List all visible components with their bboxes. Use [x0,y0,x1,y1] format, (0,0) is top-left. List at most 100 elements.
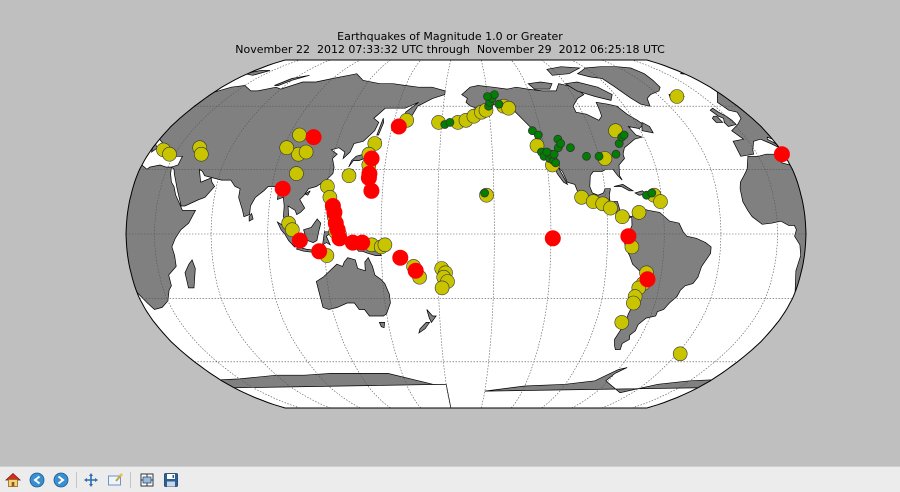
earthquake-marker-medium [501,100,516,116]
earthquake-marker-small [549,149,559,159]
landmass-newzealand_s [418,322,431,334]
earthquake-marker-small [556,139,566,148]
earthquake-marker-large [363,150,380,167]
landmass-eurasia [126,73,446,232]
meridian-line [631,60,779,408]
earthquake-marker-medium [284,222,300,237]
meridian-line [380,60,422,408]
landmass-baffin [564,81,613,101]
landmass-srilanka [248,212,254,222]
toolbar-separator [76,472,77,488]
earthquake-marker-large [291,232,308,249]
earthquake-marker-medium [669,89,685,104]
earthquake-marker-small [619,130,629,140]
landmass-svalbard [244,70,271,76]
figure-canvas: Earthquakes of Magnitude 1.0 or Greater … [0,30,900,409]
landmass-novayazemlya [274,74,310,86]
earthquake-marker-small [582,151,591,161]
earthquake-marker-medium [672,346,688,362]
earthquake-marker-medium [292,127,307,143]
earthquake-marker-large [544,230,561,247]
earthquake-marker-medium [631,205,647,220]
toolbar-separator [130,472,131,488]
meridian-line [267,60,361,408]
earthquake-marker-large [363,182,380,199]
earthquake-marker-medium [298,144,314,160]
earthquake-marker-medium [434,280,450,296]
landmass-cuba [613,184,635,192]
pan-arrows-icon[interactable] [82,471,100,489]
landmass-australia [315,257,391,317]
landmass-hainan [304,190,311,196]
earthquake-marker-medium [162,146,177,162]
earthquake-marker-large [773,146,790,163]
earthquake-markers [156,89,790,362]
landmass-newzealand_n [426,309,437,324]
earthquake-marker-medium [341,168,357,183]
earthquake-marker-small [566,143,575,153]
landmass-ellesmere [546,66,581,76]
earthquake-marker-medium [377,237,393,253]
earthquake-marker-small [647,188,657,198]
landmass-victoria [527,81,553,90]
earthquake-marker-small [594,151,604,161]
earthquake-marker-small [480,188,490,198]
earthquake-marker-large [274,180,291,197]
navigation-toolbar [0,466,900,492]
earthquake-marker-large [639,271,656,288]
earthquake-marker-medium [289,166,304,181]
meridian-line [153,60,301,408]
landmass-southamerica [614,207,712,351]
earthquake-marker-medium [626,295,641,311]
earthquake-marker-large [331,230,348,247]
earthquake-marker-large [392,249,409,266]
earthquake-marker-medium [614,315,630,330]
earthquake-marker-large [305,129,322,146]
earthquake-marker-large [620,228,637,245]
earthquake-marker-small [483,92,492,101]
earthquake-marker-small [542,147,552,157]
earthquake-marker-large [360,169,377,186]
meridian-line [480,60,495,408]
landmass-newfoundland [641,121,654,134]
earthquake-marker-small [551,158,561,168]
earthquake-marker-small [533,130,543,140]
earthquake-marker-small [611,149,621,159]
landmass-ireland [711,115,724,123]
earthquake-marker-small [528,126,537,136]
meridian-line [601,60,722,408]
map-boundary [125,59,807,409]
earthquake-marker-large [407,262,424,279]
earthquake-marker-large [390,118,407,135]
landmass-britain [709,107,737,127]
landmass-sakhalin [376,118,385,136]
chart-title: Earthquakes of Magnitude 1.0 or Greater … [0,30,900,56]
earthquake-marker-small [445,118,455,127]
chart-title-line2: November 22 2012 07:33:32 UTC through No… [235,42,665,56]
graticule [126,60,806,408]
earthquake-marker-small [494,99,504,109]
earthquake-marker-medium [194,146,209,162]
landmass-greenland [576,66,661,107]
back-arrow-icon[interactable] [28,471,46,489]
chart-title-line1: Earthquakes of Magnitude 1.0 or Greater [337,30,563,43]
home-icon[interactable] [4,471,22,489]
zoom-rectangle-icon[interactable] [106,471,124,489]
earthquake-marker-medium [614,209,630,224]
meridian-line [571,60,665,408]
forward-arrow-icon[interactable] [52,471,70,489]
earthquake-marker-large [311,243,328,260]
meridian-line [541,60,609,408]
earthquake-marker-medium [279,140,295,155]
landmass-madagascar [184,259,196,289]
meridian-line [210,60,331,408]
earthquake-marker-medium [603,200,618,216]
earthquake-marker-medium [653,194,668,209]
meridian-line [437,60,452,408]
world-map [125,59,807,409]
earthquake-marker-large [354,234,371,251]
landmass-tasmania [378,322,385,329]
save-floppy-icon[interactable] [162,471,180,489]
meridian-line [323,60,391,408]
configure-subplots-icon[interactable] [138,471,156,489]
